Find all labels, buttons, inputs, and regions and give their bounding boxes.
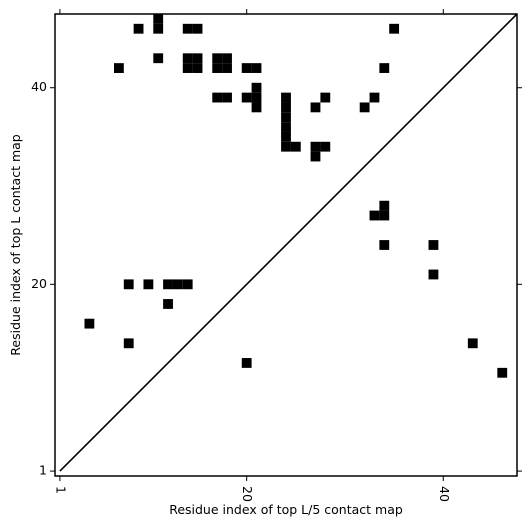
contact-cell xyxy=(222,53,232,64)
contact-cell xyxy=(281,92,291,103)
contact-cell xyxy=(379,200,390,211)
contact-cell xyxy=(281,131,291,142)
contact-cell xyxy=(192,53,203,64)
contact-cell xyxy=(359,102,370,113)
contact-cell xyxy=(497,367,508,378)
y-tick-label: 1 xyxy=(39,463,47,478)
contact-cell xyxy=(281,112,291,123)
contact-cell xyxy=(212,63,223,73)
x-tick-label: 1 xyxy=(53,486,68,494)
contact-cell xyxy=(310,141,321,152)
contact-cell xyxy=(310,102,321,113)
contact-cell xyxy=(241,63,252,73)
contact-cell xyxy=(113,63,124,73)
contact-cell xyxy=(281,102,291,113)
contact-cell xyxy=(251,102,262,113)
contact-cell xyxy=(212,53,223,64)
contact-cell xyxy=(123,338,134,349)
contact-cell xyxy=(182,23,193,34)
contact-cell xyxy=(192,63,203,73)
contact-cell xyxy=(251,63,262,73)
contact-cell xyxy=(153,14,164,24)
contact-cell xyxy=(192,23,203,34)
contact-cell xyxy=(84,318,95,329)
contact-cell xyxy=(163,299,173,309)
contact-cell xyxy=(133,23,144,34)
x-axis-label: Residue index of top L/5 contact map xyxy=(169,502,403,517)
contact-cell xyxy=(290,141,301,152)
contact-cell xyxy=(320,92,331,103)
contact-cell xyxy=(172,279,183,290)
plot-frame xyxy=(54,13,518,477)
x-tick-label: 20 xyxy=(240,486,255,502)
contact-cell xyxy=(153,23,164,34)
contact-cell xyxy=(222,63,232,73)
contact-cell xyxy=(428,269,439,280)
contact-cell xyxy=(379,210,390,221)
diagonal-line xyxy=(59,13,518,472)
y-tick-label: 20 xyxy=(31,276,47,291)
y-tick-label: 40 xyxy=(31,79,47,94)
contact-cell xyxy=(212,92,223,103)
contact-cell xyxy=(222,92,232,103)
contact-cell xyxy=(281,141,291,152)
contact-cell xyxy=(182,53,193,64)
contact-cell xyxy=(123,279,134,290)
y-axis-label: Residue index of top L contact map xyxy=(8,134,23,355)
contact-cell xyxy=(369,92,380,103)
contact-cell xyxy=(241,92,252,103)
contact-cell xyxy=(320,141,331,152)
contact-cell xyxy=(281,122,291,132)
contact-cell xyxy=(182,63,193,73)
contact-cell xyxy=(389,23,400,34)
contact-cell xyxy=(310,151,321,162)
contact-cell xyxy=(163,279,173,290)
contact-cell xyxy=(379,63,390,73)
contact-cell xyxy=(467,338,478,349)
x-tick-label: 40 xyxy=(437,486,452,502)
contact-cell xyxy=(251,92,262,103)
contact-cell xyxy=(153,53,164,64)
contact-cell xyxy=(369,210,380,221)
contact-cell xyxy=(428,240,439,250)
contact-cell xyxy=(251,82,262,93)
contact-cell xyxy=(379,240,390,250)
contact-cell xyxy=(182,279,193,290)
contact-cell xyxy=(143,279,154,290)
contact-cell xyxy=(241,358,252,368)
